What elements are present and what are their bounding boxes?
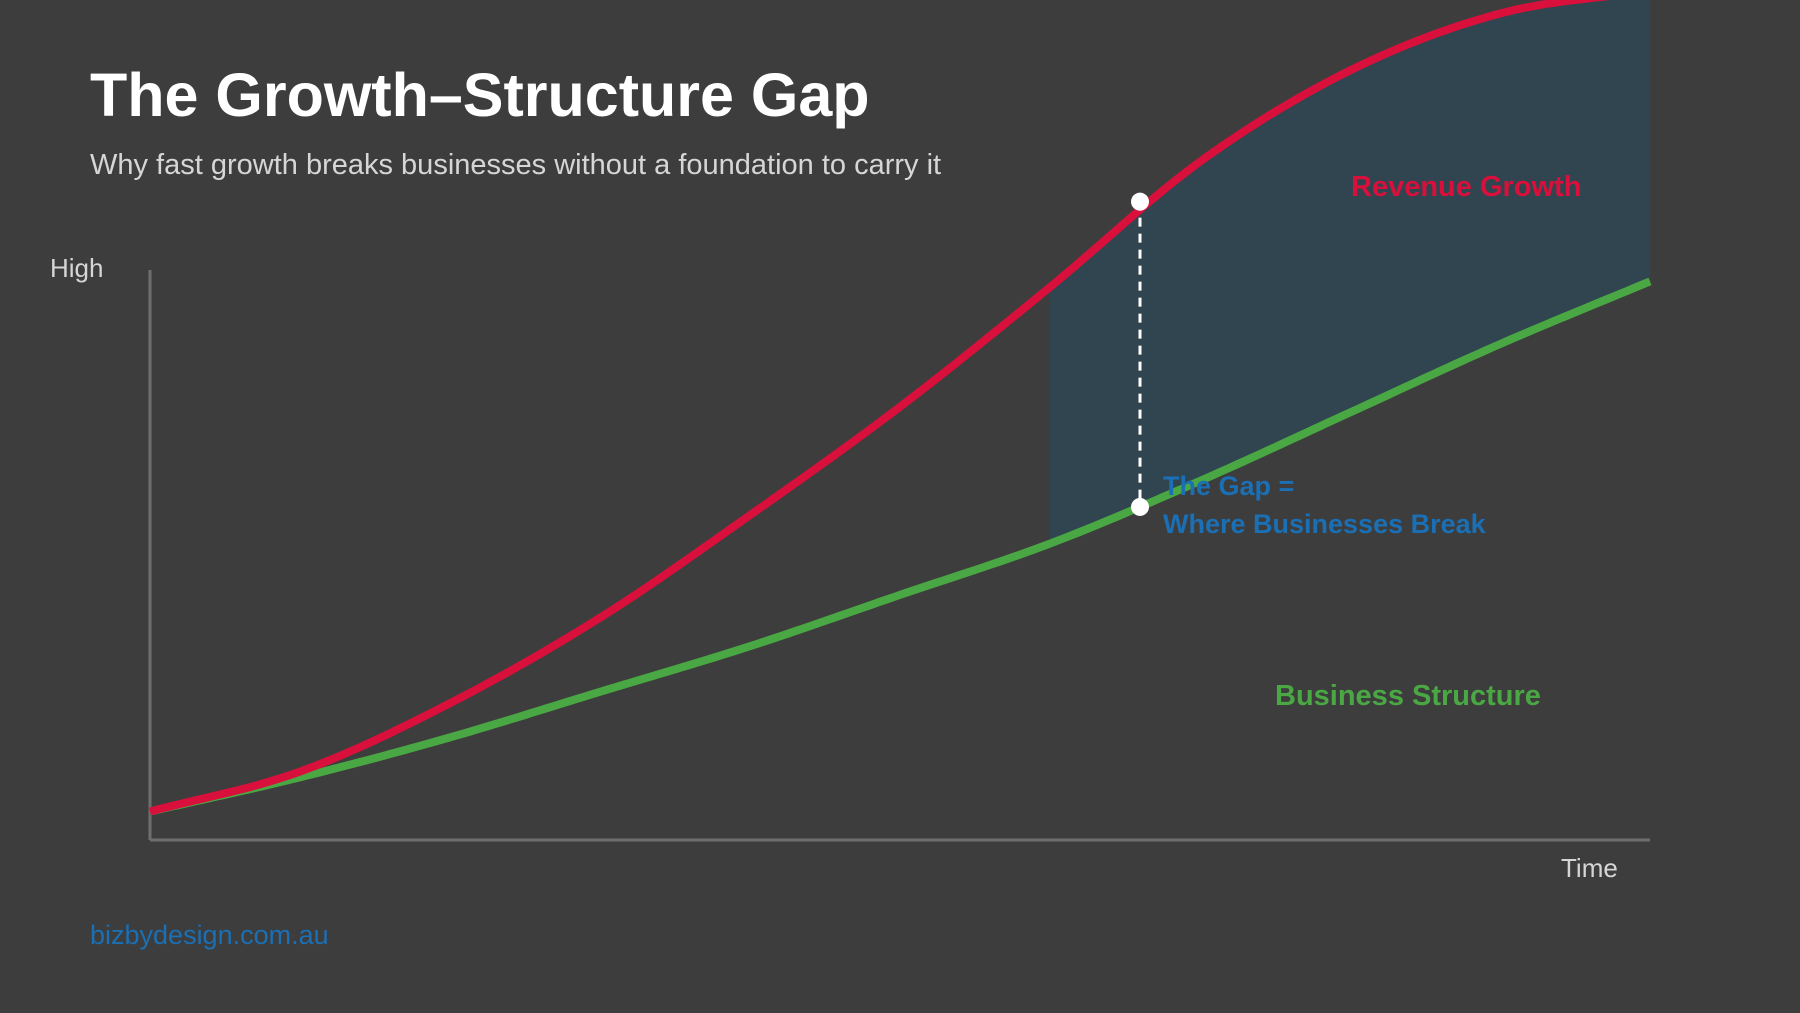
gap-label-line-1: The Gap =	[1163, 471, 1294, 501]
gap-shaded-area	[1050, 0, 1650, 544]
series-line-revenue	[148, 0, 1610, 816]
page-title: The Growth–Structure Gap	[90, 61, 870, 129]
gap-marker-top-dot	[1131, 192, 1149, 211]
series-label-structure: Business Structure	[1275, 680, 1541, 712]
gap-label-line-2: Where Businesses Break	[1163, 509, 1487, 539]
gap-area-group	[1050, 0, 1650, 544]
gap-marker-group	[1131, 192, 1149, 516]
page-subtitle: Why fast growth breaks businesses withou…	[90, 149, 942, 181]
series-lines	[148, 0, 1652, 816]
y-axis-label: High	[50, 253, 103, 283]
series-line-structure	[149, 277, 1652, 816]
x-axis-label: Time	[1561, 853, 1618, 883]
website-link[interactable]: bizbydesign.com.au	[90, 920, 329, 950]
series-label-revenue: Revenue Growth	[1351, 171, 1581, 203]
gap-marker-bottom-dot	[1131, 497, 1149, 516]
